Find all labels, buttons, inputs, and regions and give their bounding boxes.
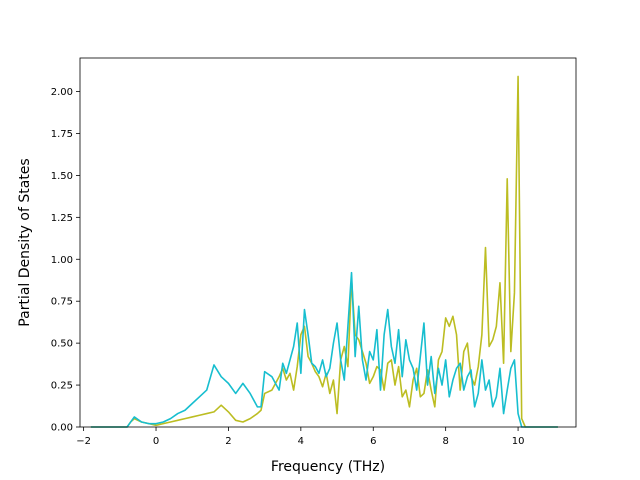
x-tick-label: 2	[225, 436, 231, 447]
y-tick-label: 1.50	[51, 171, 73, 182]
x-tick-label: 4	[298, 436, 304, 447]
y-tick-label: 0.50	[51, 339, 73, 350]
y-axis: 0.00 0.25 0.50 0.75 1.00 1.25 1.50 1.75 2.00	[51, 87, 80, 434]
x-axis: −2 0 2 4 6 8 10	[76, 427, 524, 447]
y-tick-label: 0.25	[51, 381, 73, 392]
y-tick-label: 2.00	[51, 87, 73, 98]
y-axis-label: Partial Density of States	[17, 158, 33, 326]
x-tick-label: 0	[153, 436, 159, 447]
x-tick-label: −2	[76, 436, 91, 447]
x-tick-label: 6	[370, 436, 376, 447]
x-tick-label: 8	[442, 436, 448, 447]
y-tick-label: 1.75	[51, 129, 73, 140]
x-tick-label: 10	[512, 436, 525, 447]
y-tick-label: 0.75	[51, 297, 73, 308]
plot-frame	[79, 57, 577, 428]
y-tick-label: 1.00	[51, 255, 73, 266]
plot-area	[80, 58, 576, 427]
x-axis-label: Frequency (THz)	[271, 459, 385, 475]
y-tick-label: 0.00	[51, 423, 73, 434]
y-tick-label: 1.25	[51, 213, 73, 224]
series-line-1	[90, 271, 558, 428]
series-layer	[90, 75, 558, 428]
